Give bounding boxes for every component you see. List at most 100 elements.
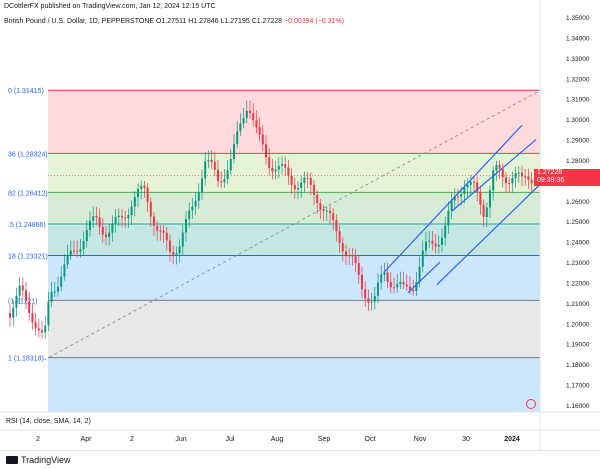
candle-body — [290, 175, 293, 185]
candle-body — [79, 249, 82, 252]
alert-icon[interactable] — [526, 399, 536, 409]
y-tick-label: 1.17000 — [566, 383, 590, 390]
candle-body — [76, 250, 79, 252]
candle-body — [361, 274, 363, 290]
candle-body — [431, 240, 434, 244]
candle-body — [527, 176, 530, 180]
y-tick-label: 1.29000 — [566, 138, 590, 145]
candle-body — [12, 307, 15, 318]
candle-body — [34, 322, 37, 329]
candle-body — [425, 241, 427, 251]
candle-body — [165, 232, 168, 241]
candle-body — [149, 201, 152, 217]
candle-body — [341, 243, 344, 252]
candle-body — [354, 256, 357, 263]
y-tick-label: 1.19000 — [566, 342, 590, 349]
candle-body — [370, 301, 373, 303]
candle-body — [124, 217, 127, 219]
candle-body — [15, 295, 18, 308]
y-tick-label: 1.21000 — [566, 301, 590, 308]
y-tick-label: 1.20000 — [566, 321, 590, 328]
candle-body — [284, 164, 287, 168]
fib-zone — [48, 223, 540, 256]
channel-base-line — [407, 261, 441, 294]
candle-body — [415, 282, 418, 292]
candle-body — [530, 179, 533, 184]
candle-body — [143, 185, 146, 188]
candle-body — [127, 215, 130, 219]
channel-mid-line — [451, 139, 537, 212]
candle-body — [92, 216, 95, 221]
y-tick-label: 1.18000 — [566, 362, 590, 369]
candle-body — [473, 181, 475, 183]
low-label: L — [220, 18, 225, 25]
candle-body — [498, 164, 501, 169]
candle-body — [447, 210, 450, 226]
candle-body — [313, 184, 315, 195]
candle-body — [229, 158, 232, 171]
low-value: 1.27195 — [224, 18, 250, 25]
candle-body — [364, 289, 367, 299]
candle-body — [156, 225, 159, 231]
open-label: O — [156, 18, 162, 25]
candle-body — [140, 185, 143, 190]
y-tick-label: 1.32000 — [566, 76, 590, 83]
candle-body — [172, 252, 175, 255]
candle-body — [271, 167, 274, 172]
x-tick-label: 2 — [130, 436, 134, 443]
candle-body — [402, 281, 405, 285]
fib-label: 18 (1.23321) — [8, 253, 48, 260]
candle-body — [517, 172, 520, 174]
candle-body — [108, 232, 111, 238]
y-tick-label: 1.24000 — [566, 240, 590, 247]
tradingview-logo[interactable]: TradingView — [6, 455, 71, 465]
candle-body — [133, 197, 136, 207]
candle-body — [482, 204, 485, 217]
candle-body — [524, 176, 527, 178]
y-tick-label: 1.28000 — [566, 158, 590, 165]
candle-body — [428, 240, 431, 242]
rsi-indicator-label[interactable]: RSI (14, close, SMA, 14, 2) — [6, 418, 91, 425]
candle-body — [469, 181, 472, 185]
candle-body — [335, 219, 338, 232]
candle-body — [434, 243, 437, 247]
candle-body — [63, 264, 66, 277]
candle-body — [197, 192, 200, 201]
candle-body — [485, 207, 488, 217]
publish-info: DCottlerFX published on TradingView.com,… — [4, 3, 216, 10]
candle-body — [405, 284, 408, 287]
candle-body — [303, 177, 306, 183]
candle-body — [50, 291, 53, 302]
candle-body — [268, 157, 271, 168]
y-tick-label: 1.26000 — [566, 199, 590, 206]
channel-upper-line — [383, 124, 523, 273]
candle-body — [441, 237, 443, 245]
x-tick-label: Aug — [271, 436, 284, 443]
open-value: 1.27511 — [161, 18, 187, 25]
fib-label: 0 (1.31415) — [8, 88, 44, 95]
candle-body — [444, 225, 447, 238]
candle-body — [421, 250, 424, 267]
candle-body — [194, 200, 197, 207]
candle-body — [386, 272, 389, 282]
candle-body — [249, 110, 251, 114]
candle-body — [162, 230, 165, 233]
candle-body — [188, 210, 191, 220]
candle-body — [495, 164, 498, 171]
candle-body — [492, 170, 495, 191]
candle-body — [242, 118, 245, 124]
candle-body — [44, 325, 47, 333]
candle-body — [181, 232, 184, 247]
candle-body — [479, 191, 482, 205]
candle-body — [418, 266, 421, 283]
candle-body — [306, 177, 309, 179]
candle-body — [101, 226, 104, 235]
candle-body — [338, 231, 341, 244]
candle-body — [245, 110, 248, 119]
candle-body — [204, 161, 207, 179]
candle-body — [316, 194, 319, 204]
candle-body — [223, 178, 226, 183]
candle-body — [277, 165, 280, 170]
candle-body — [466, 184, 469, 188]
